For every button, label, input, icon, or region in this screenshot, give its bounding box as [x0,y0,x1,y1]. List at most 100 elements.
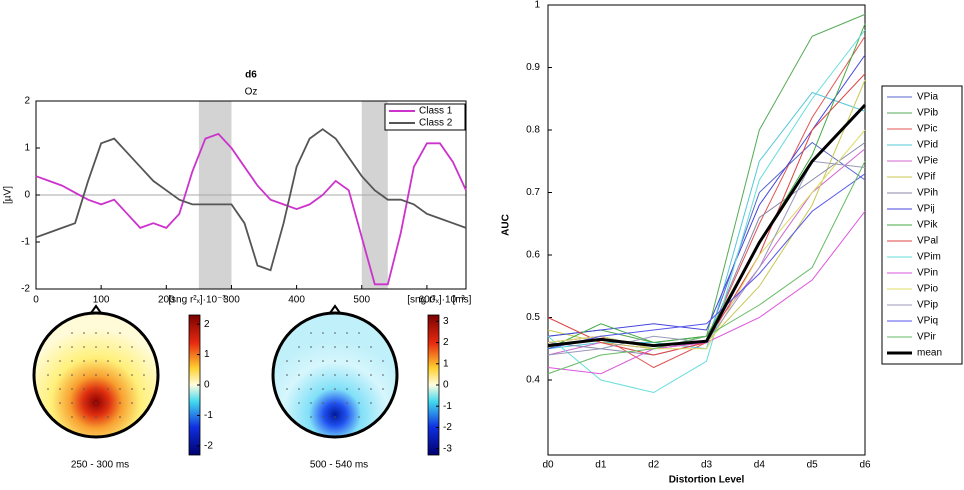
electrode [334,360,336,362]
series-line [547,141,866,350]
electrode [382,374,384,376]
electrode [370,388,372,390]
x-axis-label: Distortion Level [669,475,745,486]
colorbar-tick-label: 0 [443,380,449,391]
y-tick-label: 0.7 [526,187,540,198]
electrode [358,332,360,334]
electrode [95,346,97,348]
electrode [71,346,73,348]
legend-label: VPic [917,124,938,135]
electrode [95,402,97,404]
y-tick-label: 0.8 [526,125,540,136]
electrode [71,374,73,376]
legend-label: VPir [917,332,937,343]
legend-label: VPip [917,300,939,311]
electrode [346,388,348,390]
x-tick-label: 300 [223,295,240,306]
series-line [35,128,467,272]
colorbar-tick-label: 3 [443,316,449,327]
electrode [107,360,109,362]
topomap: 250 - 300 ms [sng r²ₓ]·10⁻³ -2 -1 0 1 2 [32,295,226,471]
colorbar-tick-label: -1 [204,410,213,421]
series-line [547,35,866,369]
y-tick-label: 0.5 [526,312,540,323]
y-tick-label: 0.4 [526,375,540,386]
x-tick-label: d6 [859,460,871,471]
x-tick-label: 400 [288,295,305,306]
legend-label: VPia [917,92,939,103]
electrode [310,374,312,376]
electrode [346,402,348,404]
electrode [322,388,324,390]
legend-label: VPij [917,204,935,215]
topomap: 500 - 540 ms [sng r²ₓ]·10⁻³ -3 -2 -1 0 1 2 3 [271,295,465,471]
electrode [95,360,97,362]
electrode [119,346,121,348]
electrode [59,374,61,376]
legend-label: VPif [917,172,936,183]
electrode [358,374,360,376]
map-caption: 250 - 300 ms [71,460,129,471]
electrode [47,388,49,390]
x-tick-label: d2 [648,460,660,471]
electrode [298,388,300,390]
y-axis-label: [µV] [3,186,14,204]
electrode [346,374,348,376]
electrode [107,332,109,334]
electrode [119,416,121,418]
y-tick-label: 0 [24,190,30,201]
electrode [71,388,73,390]
electrode [346,332,348,334]
x-tick-label: d3 [701,460,713,471]
electrode [71,360,73,362]
electrode [358,346,360,348]
y-axis-label: AUC [501,214,512,236]
legend-label: VPih [917,188,938,199]
series-line [547,79,866,350]
colorbar-tick-label: -1 [443,401,452,412]
x-tick-label: 500 [353,295,370,306]
electrode [358,388,360,390]
x-tick-label: d0 [542,460,554,471]
y-tick-label: 0.9 [526,62,540,73]
electrode [131,360,133,362]
electrode [143,388,145,390]
electrode [286,374,288,376]
electrode [107,388,109,390]
colorbar-tick-label: -2 [443,422,452,433]
y-tick-label: -1 [21,237,30,248]
electrode [310,416,312,418]
legend-label: VPie [917,156,939,167]
electrode [382,360,384,362]
electrode [346,360,348,362]
legend-label: mean [917,348,942,359]
chart-title: d6 [245,70,257,81]
y-tick-label: -2 [21,284,30,295]
electrode [322,332,324,334]
electrode [334,402,336,404]
electrode [107,416,109,418]
series-line [547,103,867,348]
electrode [322,402,324,404]
electrode [107,346,109,348]
colorbar-label: [sng r²ₓ]·10⁻³ [168,295,226,306]
electrode [370,346,372,348]
electrode [95,416,97,418]
x-tick-label: 200 [158,295,175,306]
electrode [59,360,61,362]
series-line [547,54,866,337]
electrode [310,360,312,362]
series-line [35,132,467,286]
x-tick-label: d4 [754,460,766,471]
electrode [83,402,85,404]
electrode [59,346,61,348]
electrode [346,346,348,348]
electrode [119,388,121,390]
colorbar-tick-label: 2 [443,337,449,348]
electrode [59,402,61,404]
electrode [47,360,49,362]
colorbar-tick-label: 2 [204,319,210,330]
series-line [547,161,866,375]
electrode [310,402,312,404]
legend-label: VPiq [917,316,938,327]
